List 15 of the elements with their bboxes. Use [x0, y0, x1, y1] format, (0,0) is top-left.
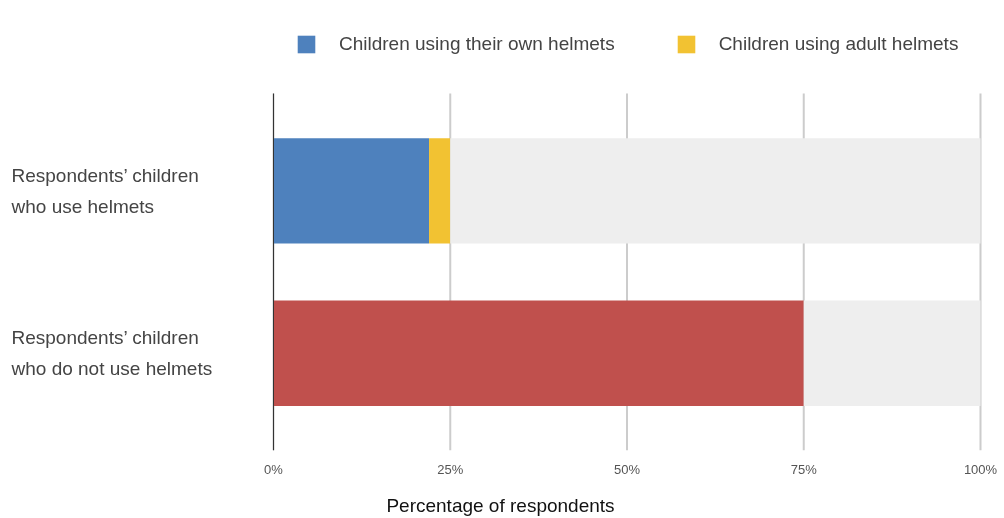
y-tick-label: Respondents’ children who use helmets: [10, 165, 199, 217]
x-tick-label: 0%: [264, 461, 284, 477]
bar: [273, 300, 804, 406]
bar: [273, 138, 430, 244]
bar: [429, 138, 451, 244]
bar: [803, 300, 981, 406]
x-tick-label: 25%: [437, 461, 464, 477]
x-tick-label: 50%: [613, 461, 641, 477]
y-tick-label: Respondents’ children who do not use helmets: [10, 327, 213, 379]
legend-label: Children using adult helmets: [718, 33, 959, 55]
x-axis-title: Percentage of respondents: [386, 494, 615, 516]
legend-label: Children using their own helmets: [339, 33, 615, 55]
x-tick-label: 100%: [963, 461, 998, 477]
x-tick-label: 75%: [790, 461, 818, 477]
bar: [450, 138, 981, 244]
